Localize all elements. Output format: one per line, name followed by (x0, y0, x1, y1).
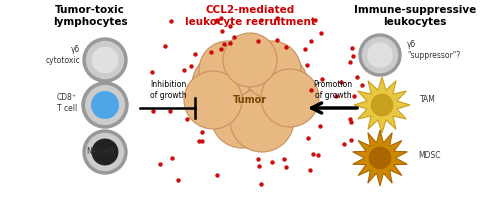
Text: Inhibition
of growth: Inhibition of growth (150, 80, 186, 100)
Text: Immune-suppressive
leukocytes: Immune-suppressive leukocytes (354, 5, 476, 27)
Circle shape (86, 86, 124, 124)
Text: NK cell: NK cell (87, 148, 113, 156)
Circle shape (208, 58, 292, 142)
Circle shape (370, 147, 390, 169)
Text: TAM: TAM (420, 96, 436, 104)
Circle shape (359, 34, 401, 76)
Circle shape (242, 52, 308, 118)
Text: CCL2-mediated
leukocyte recruitment: CCL2-mediated leukocyte recruitment (184, 5, 316, 27)
Circle shape (82, 82, 128, 128)
Polygon shape (354, 77, 410, 133)
Text: γδ
cytotoxic: γδ cytotoxic (45, 45, 80, 65)
Circle shape (362, 37, 398, 73)
Polygon shape (352, 130, 408, 186)
Circle shape (92, 47, 118, 73)
Circle shape (83, 130, 127, 174)
Circle shape (368, 43, 392, 67)
Circle shape (86, 134, 124, 170)
Circle shape (192, 52, 258, 118)
Text: Tumor: Tumor (233, 95, 267, 105)
Text: γδ
"suppressor"?: γδ "suppressor"? (407, 40, 460, 60)
Circle shape (211, 86, 273, 148)
Circle shape (92, 139, 118, 165)
Circle shape (83, 38, 127, 82)
Circle shape (184, 71, 242, 129)
Text: CD8⁺
T cell: CD8⁺ T cell (57, 93, 77, 113)
Circle shape (86, 42, 124, 78)
Circle shape (372, 94, 392, 116)
Circle shape (223, 33, 277, 87)
Circle shape (261, 69, 319, 127)
Text: Promotion
of growth: Promotion of growth (314, 80, 352, 100)
Text: MDSC: MDSC (418, 150, 440, 160)
Text: Tumor-toxic
lymphocytes: Tumor-toxic lymphocytes (52, 5, 128, 27)
Circle shape (199, 41, 257, 99)
Circle shape (230, 88, 294, 152)
Circle shape (92, 92, 118, 118)
Circle shape (243, 41, 301, 99)
